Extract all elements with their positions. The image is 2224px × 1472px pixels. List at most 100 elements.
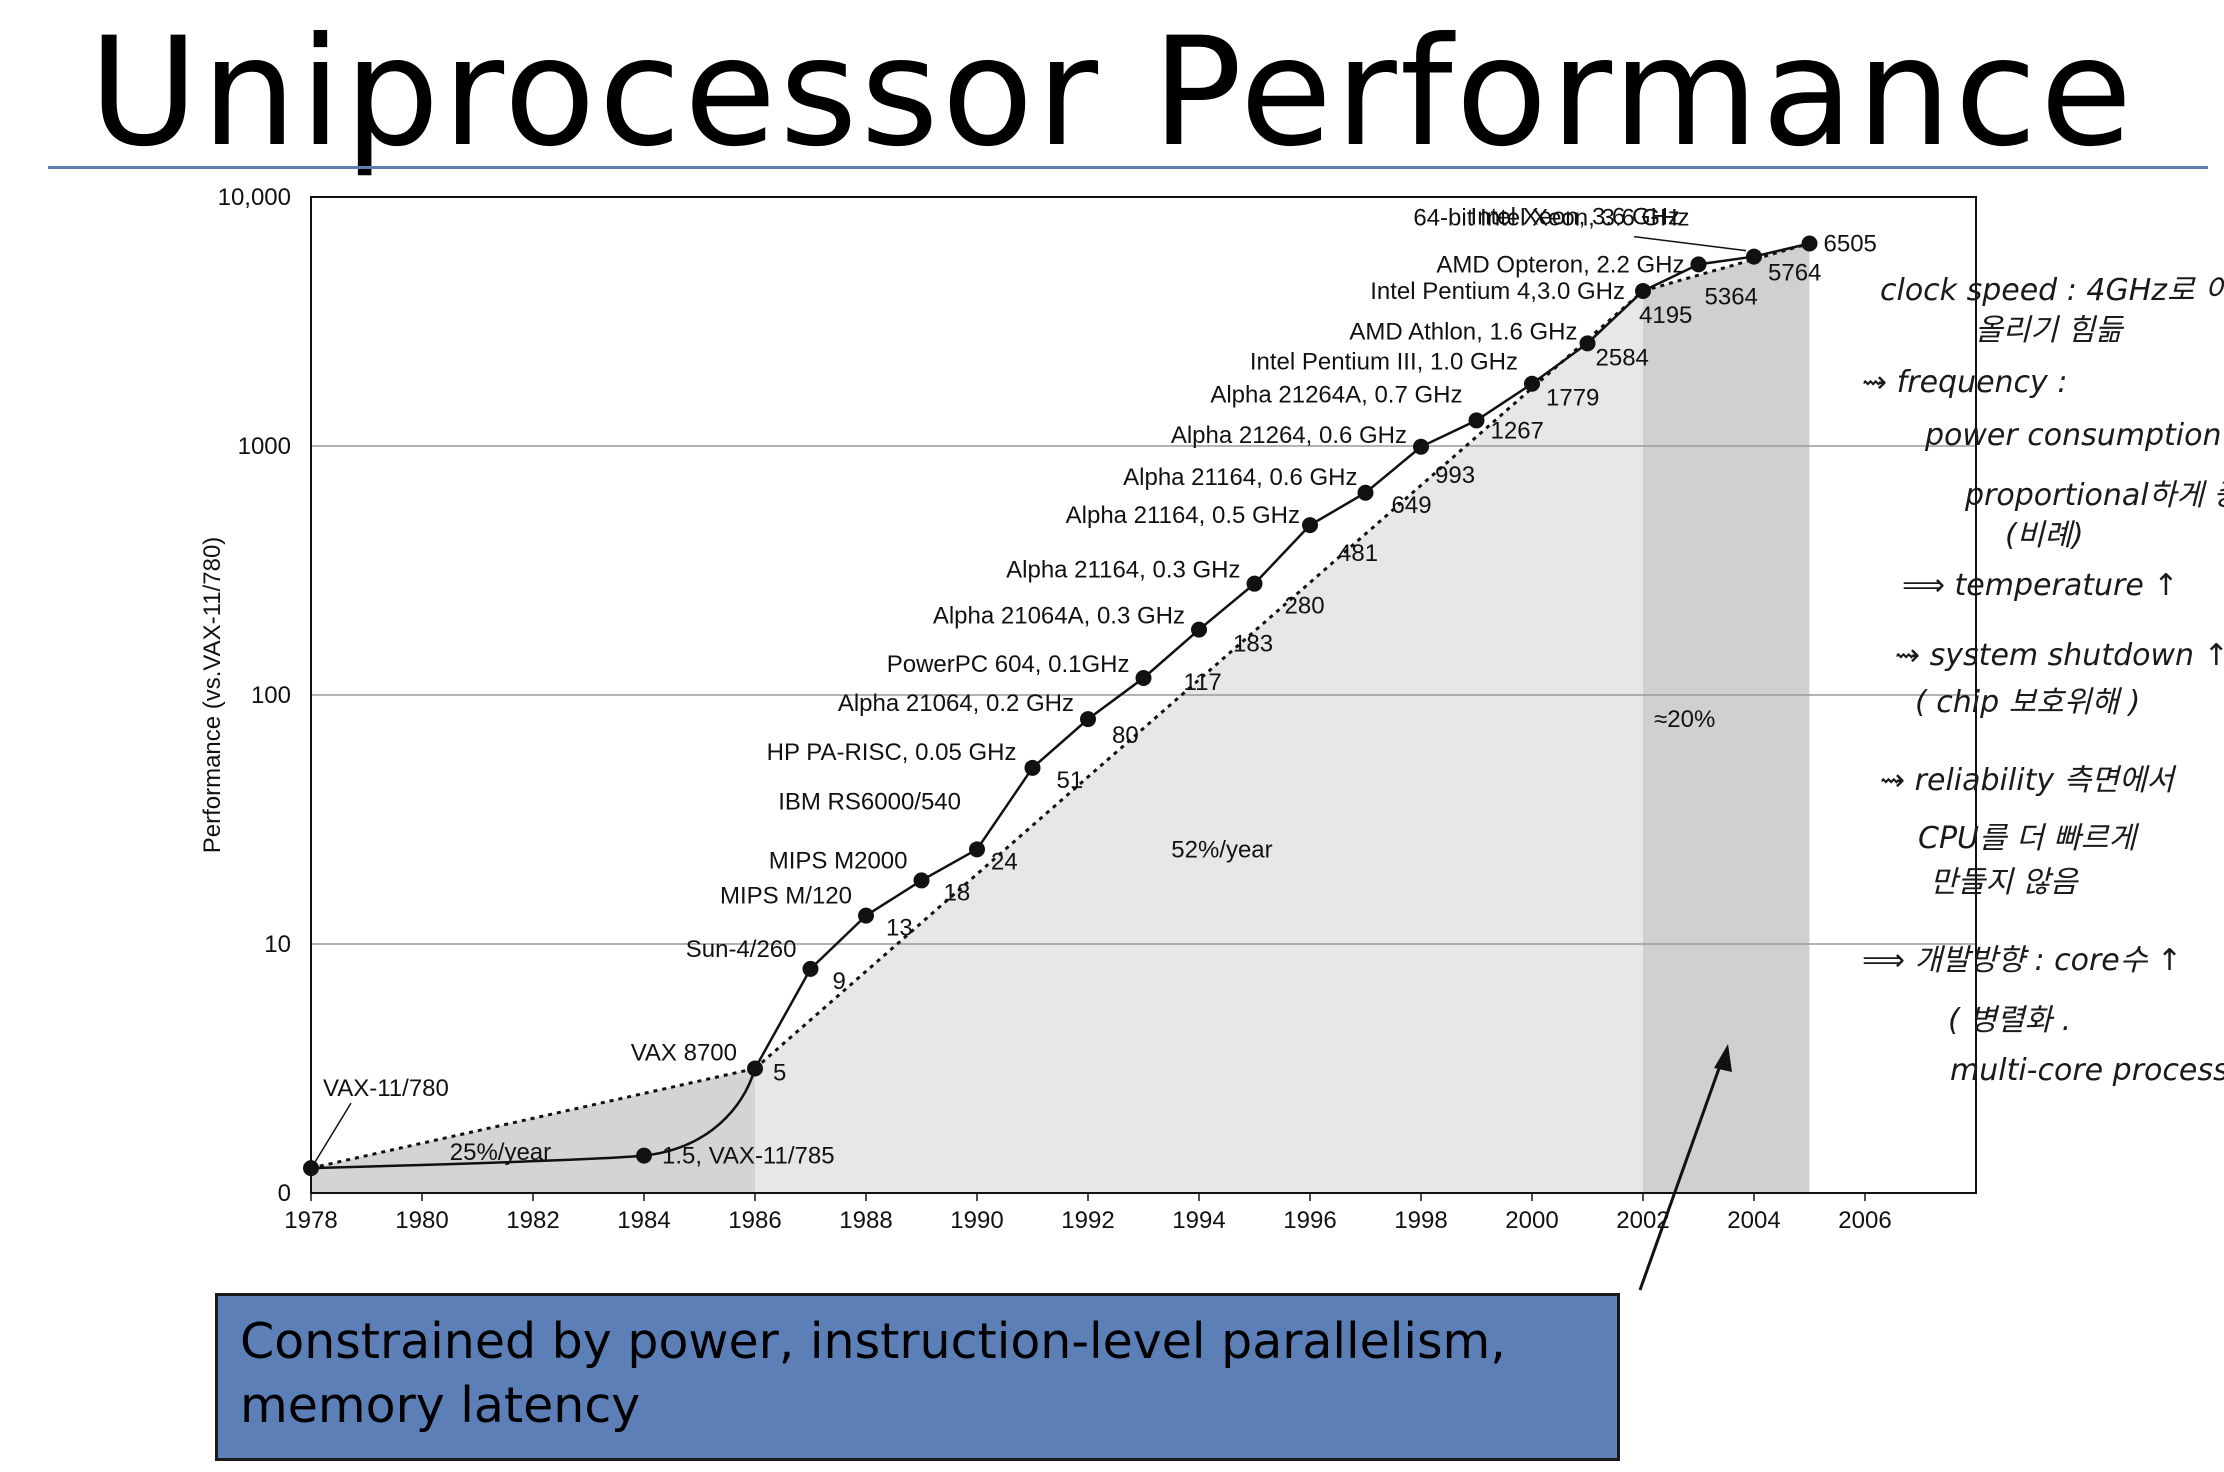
callout-arrowhead xyxy=(1714,1044,1732,1072)
x-tick-label: 1986 xyxy=(728,1207,781,1234)
point-name-label: MIPS M/120 xyxy=(720,883,852,910)
point-name-label: Alpha 21064A, 0.3 GHz xyxy=(933,603,1185,630)
callout-box: Constrained by power, instruction-level … xyxy=(215,1293,1620,1461)
data-point-1986 xyxy=(747,1060,763,1077)
label-leader xyxy=(1634,235,1747,252)
point-name-label: Alpha 21264A, 0.7 GHz xyxy=(1210,381,1462,408)
point-name-label: Alpha 21064, 0.2 GHz xyxy=(838,690,1074,717)
data-point-2005 xyxy=(1801,235,1818,252)
handwritten-note-line: ⇝ frequency : xyxy=(1862,365,2067,400)
x-tick-label: 2004 xyxy=(1727,1207,1780,1234)
data-point-2002 xyxy=(1635,282,1651,299)
point-value-label: 24 xyxy=(991,848,1018,875)
point-value-label: 5364 xyxy=(1705,283,1758,310)
x-tick-label: 1994 xyxy=(1172,1207,1225,1234)
point-value-label: 993 xyxy=(1435,462,1475,489)
point-value-label: 183 xyxy=(1233,631,1273,658)
point-name-label: Alpha 21164, 0.5 GHz xyxy=(1066,502,1300,529)
data-point-1999 xyxy=(1468,412,1485,429)
y-tick-label: 0 xyxy=(278,1180,291,1207)
data-point-1990 xyxy=(969,841,985,858)
data-point-1997 xyxy=(1357,484,1374,501)
point-value-label: 5 xyxy=(773,1060,786,1087)
trend-line-2 xyxy=(754,289,1644,1070)
plot-frame xyxy=(310,196,1977,1194)
page-title: Uniprocessor Performance xyxy=(88,6,2136,180)
handwritten-note-line: ⇝ reliability 측면에서 xyxy=(1880,763,2177,798)
point-name-label: IBM RS6000/540 xyxy=(778,788,961,815)
point-value-label: 1779 xyxy=(1546,385,1599,412)
data-point-1987 xyxy=(802,960,819,977)
point-name-label: Alpha 21164, 0.6 GHz xyxy=(1123,464,1357,491)
x-tick-label: 1998 xyxy=(1394,1207,1447,1234)
region-2002-2005 xyxy=(1643,243,1810,1194)
x-tick-label: 1996 xyxy=(1283,1207,1336,1234)
performance-chart: 0 10 100 1000 10,000 1978 1980 1982 1984 1986 1988… xyxy=(199,184,1977,1291)
handwritten-note-line: multi-core processor ) xyxy=(1950,1053,2224,1088)
y-tick-label: 100 xyxy=(251,682,291,709)
handwritten-note-line: proportional하게 증가 xyxy=(1964,478,2224,513)
point-value-label: 6505 xyxy=(1824,231,1877,258)
point-name-label: AMD Athlon, 1.6 GHz xyxy=(1349,318,1577,345)
point-value-label: 117 xyxy=(1184,669,1222,696)
point-value-label: 1.5, VAX-11/785 xyxy=(662,1143,835,1170)
point-name-label: AMD Opteron, 2.2 GHz xyxy=(1436,251,1684,278)
trend-line-3 xyxy=(1642,242,1810,293)
point-name-label: PowerPC 604, 0.1GHz xyxy=(887,651,1130,678)
point-value-label: 649 xyxy=(1392,492,1432,519)
point-name-label: 64-bit Intel Xeon, 3.6 GHz xyxy=(1413,205,1689,232)
y-tick-label: 10 xyxy=(264,931,291,958)
point-value-label: 1267 xyxy=(1491,417,1544,444)
data-point-2003 xyxy=(1690,256,1707,273)
x-tick-label: 1992 xyxy=(1061,1207,1114,1234)
callout-arrow xyxy=(1638,1059,1724,1291)
x-tick-label: 2000 xyxy=(1505,1207,1558,1234)
point-name-label: VAX 8700 xyxy=(631,1040,737,1067)
data-point-2000 xyxy=(1524,375,1540,392)
handwritten-note-line: ( chip 보호위해 ) xyxy=(1915,685,2140,720)
data-point-1993 xyxy=(1135,670,1152,687)
point-name-label: MIPS M2000 xyxy=(769,847,908,874)
performance-line xyxy=(310,242,1810,1170)
point-value-label: 4195 xyxy=(1639,302,1692,329)
data-point-1978 xyxy=(303,1160,319,1177)
point-name-label: Alpha 21264, 0.6 GHz xyxy=(1171,422,1407,449)
title-divider xyxy=(48,166,2208,169)
point-value-label: 80 xyxy=(1112,722,1139,749)
x-tick-label: 1980 xyxy=(395,1207,448,1234)
point-value-label: 9 xyxy=(833,968,846,995)
point-name-label: Intel Pentium 4,3.0 GHz xyxy=(1370,278,1625,305)
y-axis-label: Performance (vs.VAX-11/780) xyxy=(199,537,226,854)
handwritten-note-line: 올리기 힘듦 xyxy=(1975,313,2125,348)
data-point-1998 xyxy=(1413,438,1429,455)
point-name-label: Alpha 21164, 0.3 GHz xyxy=(1006,557,1240,584)
x-tick-label: 1990 xyxy=(950,1207,1003,1234)
handwritten-note-line: CPU를 더 빠르게 xyxy=(1918,821,2139,856)
trend-line-1 xyxy=(310,1067,756,1170)
x-tick-label: 1984 xyxy=(617,1207,670,1234)
region-label-52pct: 52%/year xyxy=(1171,836,1272,863)
data-point-1996 xyxy=(1302,517,1318,534)
region-label-25pct: 25%/year xyxy=(450,1139,551,1166)
point-name-label: VAX-11/780 xyxy=(323,1075,449,1102)
data-point-1984 xyxy=(636,1147,652,1164)
data-point-1992 xyxy=(1080,711,1096,728)
point-value-label: 481 xyxy=(1338,540,1378,567)
point-name-label: Sun-4/260 xyxy=(686,936,797,963)
handwritten-note-line: ⇝ system shutdown ↑ xyxy=(1895,638,2224,673)
handwritten-note-line: ( 병렬화 . xyxy=(1948,1003,2071,1038)
handwritten-note-line: 만들지 않음 xyxy=(1930,865,2079,900)
data-point-1989 xyxy=(913,872,930,889)
data-point-1994 xyxy=(1191,621,1207,638)
data-point-1995 xyxy=(1246,575,1263,592)
data-point-1988 xyxy=(858,907,874,924)
data-point-2001 xyxy=(1579,335,1596,352)
x-tick-label: 1982 xyxy=(506,1207,559,1234)
x-tick-label: 2006 xyxy=(1838,1207,1891,1234)
handwritten-note-line: ⟹ temperature ↑ xyxy=(1902,568,2178,603)
point-name-label: Intel Xeon, 3.6 GHz xyxy=(1471,204,1680,231)
point-value-label: 51 xyxy=(1057,767,1084,794)
handwritten-note-line: power consumption이 xyxy=(1924,418,2224,453)
x-tick-label: 1988 xyxy=(839,1207,892,1234)
y-tick-label: 10,000 xyxy=(218,184,291,211)
